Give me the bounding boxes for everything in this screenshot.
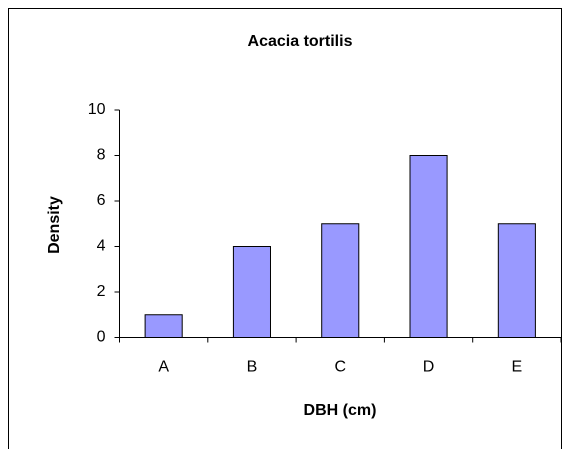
y-tick-label: 6 [97,192,106,209]
y-tick-label: 10 [88,101,106,118]
x-tick-label: E [512,359,523,376]
bar [321,223,360,338]
x-tick-label: B [247,359,258,376]
y-tick-label: 8 [97,147,106,164]
chart-frame [8,8,562,449]
y-tick-label: 0 [97,329,106,346]
x-axis-label: DBH (cm) [304,402,377,419]
x-tick-label: C [334,359,346,376]
bar [232,246,271,338]
x-tick-label: D [423,359,435,376]
bar [409,155,448,338]
bar [144,314,183,338]
y-tick-label: 2 [97,283,106,300]
bar [497,223,536,338]
x-tick-label: A [158,359,169,376]
y-axis-label: Density [46,196,63,254]
y-tick-label: 4 [97,238,106,255]
chart-title: Acacia tortilis [248,33,353,50]
